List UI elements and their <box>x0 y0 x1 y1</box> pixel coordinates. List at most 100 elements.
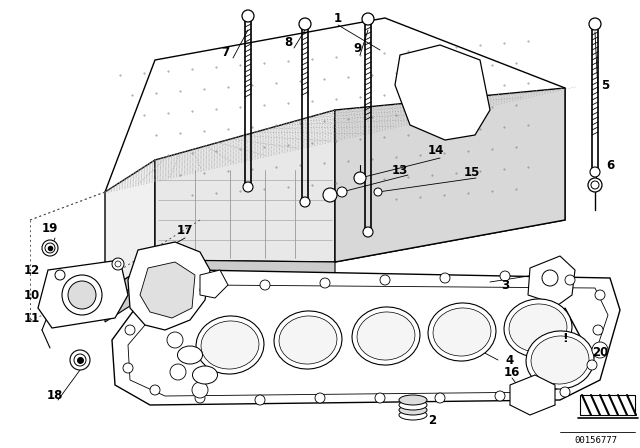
Circle shape <box>167 332 183 348</box>
Polygon shape <box>105 160 155 292</box>
Text: 20: 20 <box>592 345 608 358</box>
Ellipse shape <box>399 405 427 415</box>
Circle shape <box>591 181 599 189</box>
Circle shape <box>337 187 347 197</box>
Circle shape <box>195 393 205 403</box>
Circle shape <box>45 243 55 253</box>
Polygon shape <box>528 256 575 305</box>
Circle shape <box>243 182 253 192</box>
Ellipse shape <box>193 366 218 384</box>
Polygon shape <box>105 18 565 262</box>
Circle shape <box>440 273 450 283</box>
Text: 15: 15 <box>464 165 480 178</box>
Circle shape <box>42 240 58 256</box>
Text: 1: 1 <box>334 12 342 25</box>
Ellipse shape <box>509 304 567 352</box>
Circle shape <box>74 354 86 366</box>
Circle shape <box>112 258 124 270</box>
Ellipse shape <box>279 316 337 364</box>
Circle shape <box>255 395 265 405</box>
Ellipse shape <box>526 331 594 389</box>
Text: 7: 7 <box>221 46 229 59</box>
Polygon shape <box>395 45 490 140</box>
Ellipse shape <box>531 336 589 384</box>
Circle shape <box>435 393 445 403</box>
Circle shape <box>590 167 600 177</box>
Circle shape <box>363 227 373 237</box>
Ellipse shape <box>177 346 202 364</box>
Circle shape <box>125 325 135 335</box>
Circle shape <box>589 18 601 30</box>
Ellipse shape <box>357 312 415 360</box>
Polygon shape <box>510 375 555 415</box>
Ellipse shape <box>352 307 420 365</box>
Circle shape <box>62 275 102 315</box>
Circle shape <box>500 271 510 281</box>
Circle shape <box>592 342 608 358</box>
Polygon shape <box>335 88 565 262</box>
Text: 00156777: 00156777 <box>575 435 618 444</box>
Polygon shape <box>128 242 210 330</box>
Circle shape <box>260 280 270 290</box>
Circle shape <box>320 278 330 288</box>
Circle shape <box>595 290 605 300</box>
Text: 11: 11 <box>24 311 40 324</box>
Polygon shape <box>140 262 195 318</box>
Text: 16: 16 <box>504 366 520 379</box>
Text: 12: 12 <box>24 263 40 276</box>
Ellipse shape <box>399 410 427 420</box>
Circle shape <box>150 385 160 395</box>
Text: 6: 6 <box>606 159 614 172</box>
Bar <box>580 395 635 415</box>
Circle shape <box>192 382 208 398</box>
Circle shape <box>70 350 90 370</box>
Circle shape <box>323 188 337 202</box>
Circle shape <box>588 178 602 192</box>
Circle shape <box>587 360 597 370</box>
Circle shape <box>560 387 570 397</box>
Text: 13: 13 <box>392 164 408 177</box>
Ellipse shape <box>201 321 259 369</box>
Ellipse shape <box>399 395 427 405</box>
Circle shape <box>242 10 254 22</box>
Circle shape <box>362 13 374 25</box>
Text: 9: 9 <box>354 42 362 55</box>
Circle shape <box>315 393 325 403</box>
Text: 5: 5 <box>601 78 609 91</box>
Polygon shape <box>105 260 155 322</box>
Circle shape <box>299 18 311 30</box>
Circle shape <box>55 270 65 280</box>
Circle shape <box>542 270 558 286</box>
Text: 4: 4 <box>506 353 514 366</box>
Polygon shape <box>112 270 620 405</box>
Polygon shape <box>38 260 128 328</box>
Text: 17: 17 <box>177 224 193 237</box>
Polygon shape <box>155 260 335 292</box>
Ellipse shape <box>399 400 427 410</box>
Ellipse shape <box>433 308 491 356</box>
Circle shape <box>374 188 382 196</box>
Circle shape <box>123 363 133 373</box>
Circle shape <box>495 391 505 401</box>
Polygon shape <box>155 110 335 262</box>
Circle shape <box>115 261 121 267</box>
Circle shape <box>593 325 603 335</box>
Text: 19: 19 <box>42 221 58 234</box>
Text: 14: 14 <box>428 143 444 156</box>
Text: 3: 3 <box>501 279 509 292</box>
Text: 2: 2 <box>428 414 436 426</box>
Circle shape <box>375 393 385 403</box>
Text: 18: 18 <box>47 388 63 401</box>
Ellipse shape <box>196 316 264 374</box>
Ellipse shape <box>274 311 342 369</box>
Text: !: ! <box>562 332 568 345</box>
Circle shape <box>68 281 96 309</box>
Text: 8: 8 <box>284 35 292 48</box>
Circle shape <box>354 172 366 184</box>
Circle shape <box>200 285 210 295</box>
Text: 10: 10 <box>24 289 40 302</box>
Circle shape <box>300 197 310 207</box>
Polygon shape <box>540 308 590 355</box>
Ellipse shape <box>428 303 496 361</box>
Circle shape <box>380 275 390 285</box>
